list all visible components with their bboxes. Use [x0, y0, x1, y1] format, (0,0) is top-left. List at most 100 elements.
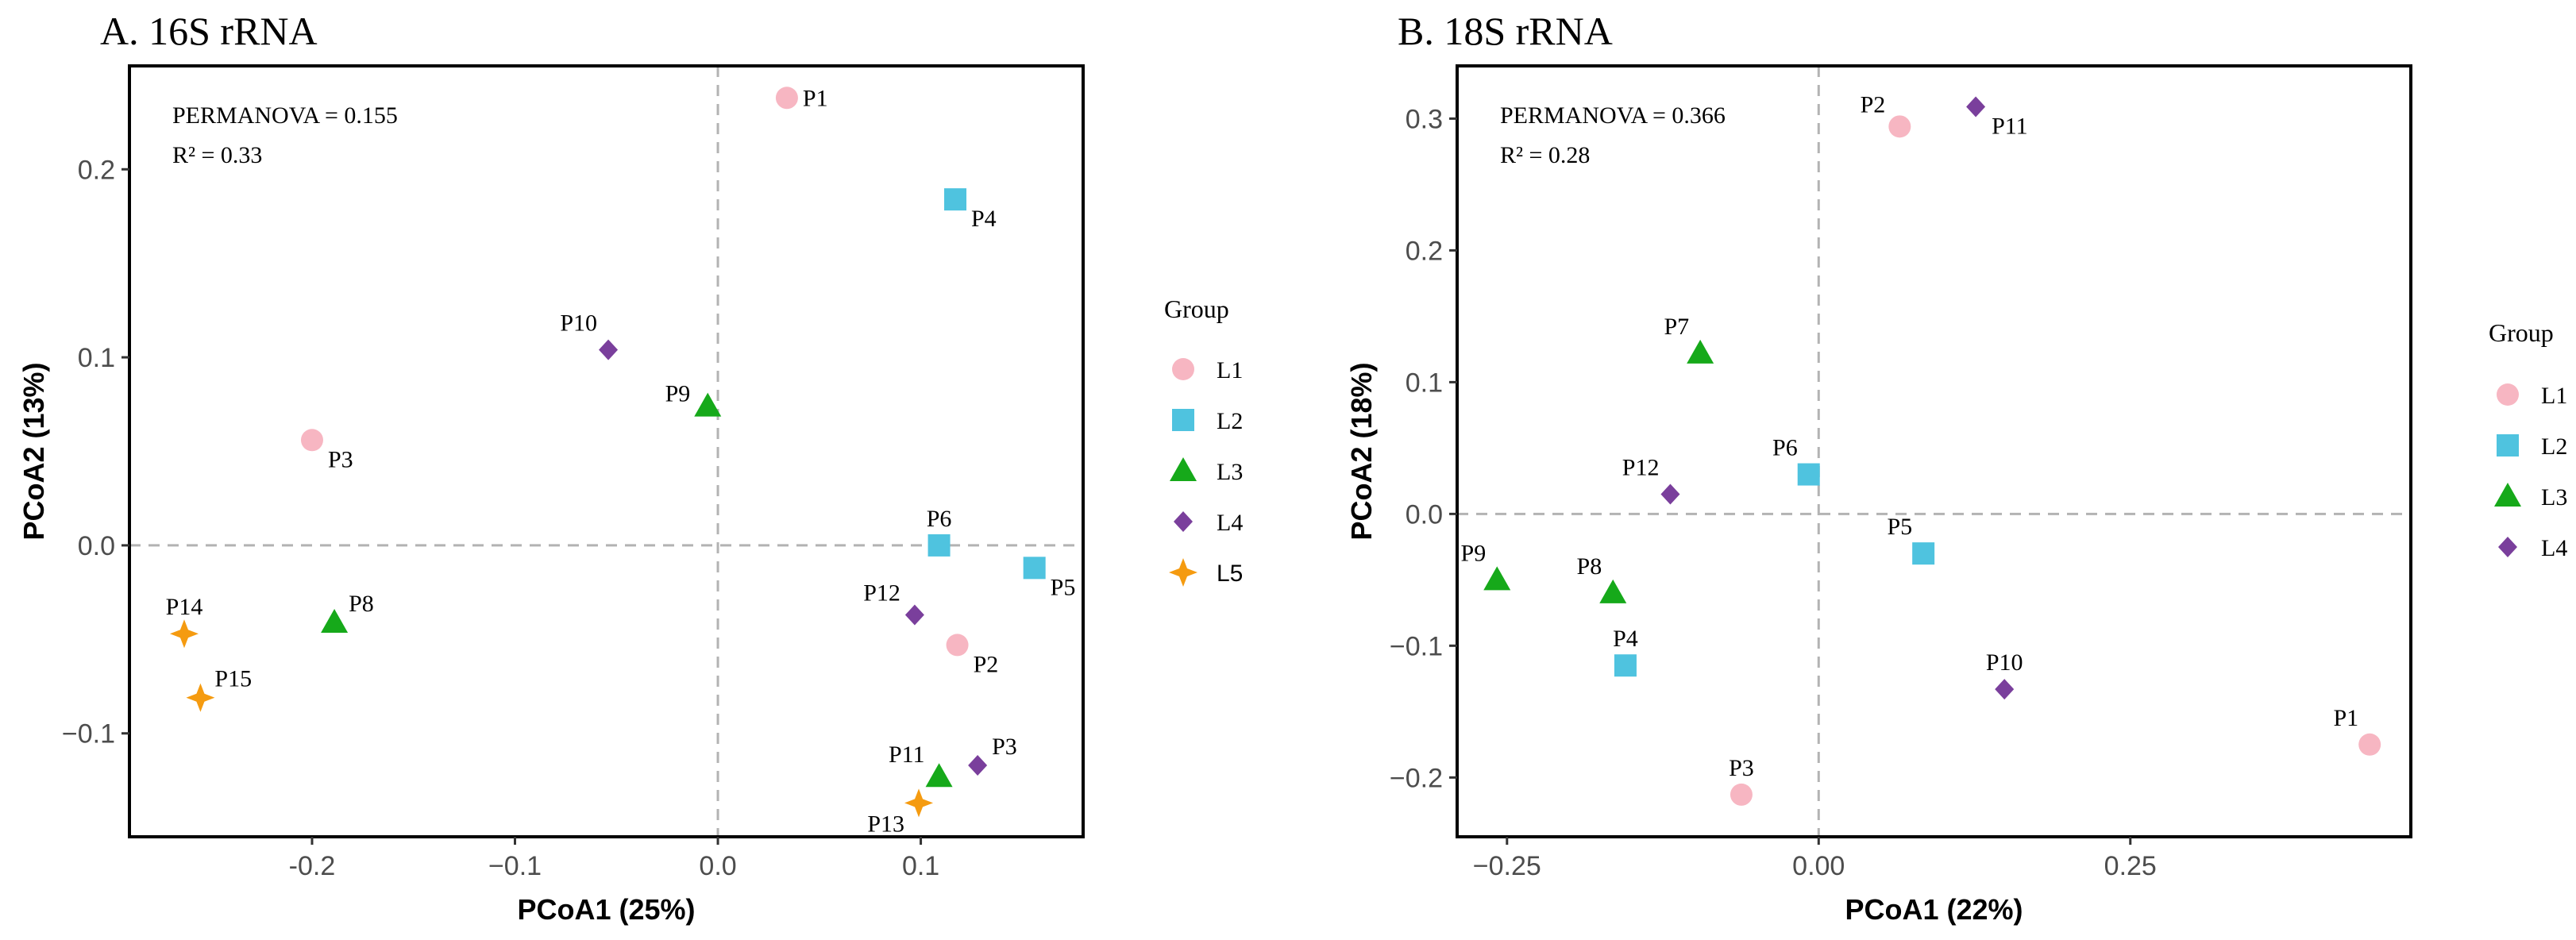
point-marker-l2 [944, 188, 967, 211]
point-marker-l3 [1483, 566, 1511, 591]
point-marker-l2 [1912, 542, 1935, 565]
x-tick-label: 0.0 [699, 851, 736, 881]
data-points: P2 P3 P1 P6 P5 P4 P7 P9 P8 P11 P12 P10 [1461, 91, 2381, 806]
point-marker-l3 [1599, 579, 1627, 603]
legend-key-l4 [2498, 537, 2517, 557]
legend-key-l2 [1172, 409, 1194, 431]
point-marker-l3 [925, 763, 953, 788]
y-tick-label: 0.3 [1406, 104, 1443, 134]
legend: Group L1 L2 L3 L4 [2489, 318, 2567, 561]
point-label: P3 [1729, 755, 1754, 781]
y-tick-label: 0.0 [1406, 499, 1443, 530]
legend-label: L5 [1217, 561, 1243, 587]
point-label: P5 [1887, 514, 1912, 540]
point-label: P1 [803, 85, 828, 111]
point-marker-l4 [968, 755, 988, 776]
point-label: P14 [166, 594, 203, 620]
point-marker-l1 [1730, 783, 1753, 806]
x-tick-label: 0.25 [2104, 851, 2157, 881]
panel-title: A. 16S rRNA [100, 9, 318, 53]
data-points: P1 P3 P2 P4 P6 P5 P9 P8 P11 P10 P12 P3 P14 P15 P13 [166, 85, 1076, 837]
x-axis-title: PCoA1 (22%) [1845, 893, 2023, 926]
point-label: P2 [1861, 91, 1886, 118]
legend-label: L1 [2541, 383, 2567, 409]
point-marker-l5 [186, 683, 215, 712]
y-tick-label: 0.1 [78, 343, 115, 373]
point-marker-l2 [927, 534, 951, 557]
legend-key-l3 [1170, 457, 1197, 481]
point-marker-l5 [169, 619, 199, 649]
point-marker-l4 [599, 339, 619, 360]
point-marker-l3 [321, 609, 349, 634]
point-marker-l1 [2358, 733, 2381, 756]
x-axis-ticks: -0.2 −0.1 0.0 0.1 [289, 837, 939, 881]
point-label: P7 [1664, 314, 1689, 340]
legend-title: Group [1164, 295, 1229, 323]
legend-key-l3 [2494, 483, 2521, 507]
point-marker-l3 [694, 392, 722, 417]
y-tick-label: 0.2 [1406, 236, 1443, 266]
point-marker-l2 [1614, 654, 1637, 677]
point-label: P10 [1986, 649, 2023, 676]
point-label: P13 [867, 811, 904, 837]
plot-frame [1456, 64, 2412, 838]
legend-label: L1 [1217, 357, 1243, 383]
legend-label: L3 [1217, 459, 1243, 485]
x-tick-label: 0.1 [902, 851, 939, 881]
legend-title: Group [2489, 318, 2554, 347]
y-axis-ticks: −0.1 0.0 0.1 0.2 [62, 155, 129, 749]
point-marker-l1 [946, 634, 969, 657]
panel-16s: A. 16S rRNA P1P3P2P4P6P5P9P8P11P10P12P3P… [17, 9, 1243, 926]
legend-label: L4 [1217, 510, 1243, 536]
point-marker-l4 [1995, 679, 2015, 700]
legend-key-l2 [2497, 434, 2519, 457]
point-label: P4 [1613, 626, 1638, 652]
plot-frame [128, 64, 1085, 838]
point-label: P11 [889, 742, 925, 768]
point-marker-l2 [1023, 557, 1046, 580]
y-tick-label: −0.1 [62, 719, 115, 749]
point-label: P3 [992, 734, 1017, 760]
point-marker-l1 [300, 429, 323, 452]
point-marker-l1 [1888, 115, 1911, 138]
point-label: P6 [927, 506, 952, 532]
point-marker-l4 [1966, 96, 1986, 118]
point-label: P4 [971, 206, 997, 232]
x-tick-label: −0.25 [1473, 851, 1541, 881]
point-marker-l4 [1660, 483, 1680, 505]
point-label: P5 [1051, 574, 1076, 600]
x-tick-label: 0.00 [1792, 851, 1845, 881]
x-axis-ticks: −0.25 0.00 0.25 [1473, 837, 2157, 881]
point-label: P2 [974, 651, 999, 677]
x-tick-label: −0.1 [488, 851, 542, 881]
point-marker-l3 [1687, 339, 1714, 364]
point-label: P6 [1772, 435, 1798, 461]
x-axis-title: PCoA1 (25%) [517, 893, 695, 926]
point-label: P9 [1461, 540, 1487, 566]
legend-label: L3 [2541, 484, 2567, 510]
r2-text: R² = 0.33 [172, 142, 262, 168]
y-tick-label: −0.2 [1390, 763, 1443, 793]
legend-key-l1 [2497, 383, 2519, 406]
y-axis-title: PCoA2 (13%) [17, 362, 50, 540]
r2-text: R² = 0.28 [1500, 142, 1590, 168]
y-axis-title: PCoA2 (18%) [1345, 362, 1378, 540]
legend-key-l5 [1169, 558, 1197, 587]
point-label: P8 [349, 591, 374, 617]
legend-key-l1 [1172, 358, 1194, 380]
zero-reference-lines [1457, 66, 2411, 837]
panel-18s: B. 18S rRNA P2P3P1P6P5P4P7P9P8P11P12P10 … [1345, 9, 2567, 926]
panel-title: B. 18S rRNA [1398, 9, 1613, 53]
legend-label: L2 [1217, 408, 1243, 434]
legend-label: L2 [2541, 433, 2567, 460]
y-tick-label: −0.1 [1390, 631, 1443, 661]
permanova-text: PERMANOVA = 0.155 [172, 102, 398, 129]
point-label: P12 [863, 580, 900, 607]
x-tick-label: -0.2 [289, 851, 336, 881]
point-marker-l1 [775, 87, 798, 110]
point-marker-l5 [904, 788, 934, 818]
point-label: P1 [2334, 705, 2359, 731]
legend-label: L4 [2541, 535, 2567, 561]
point-label: P10 [560, 310, 597, 337]
